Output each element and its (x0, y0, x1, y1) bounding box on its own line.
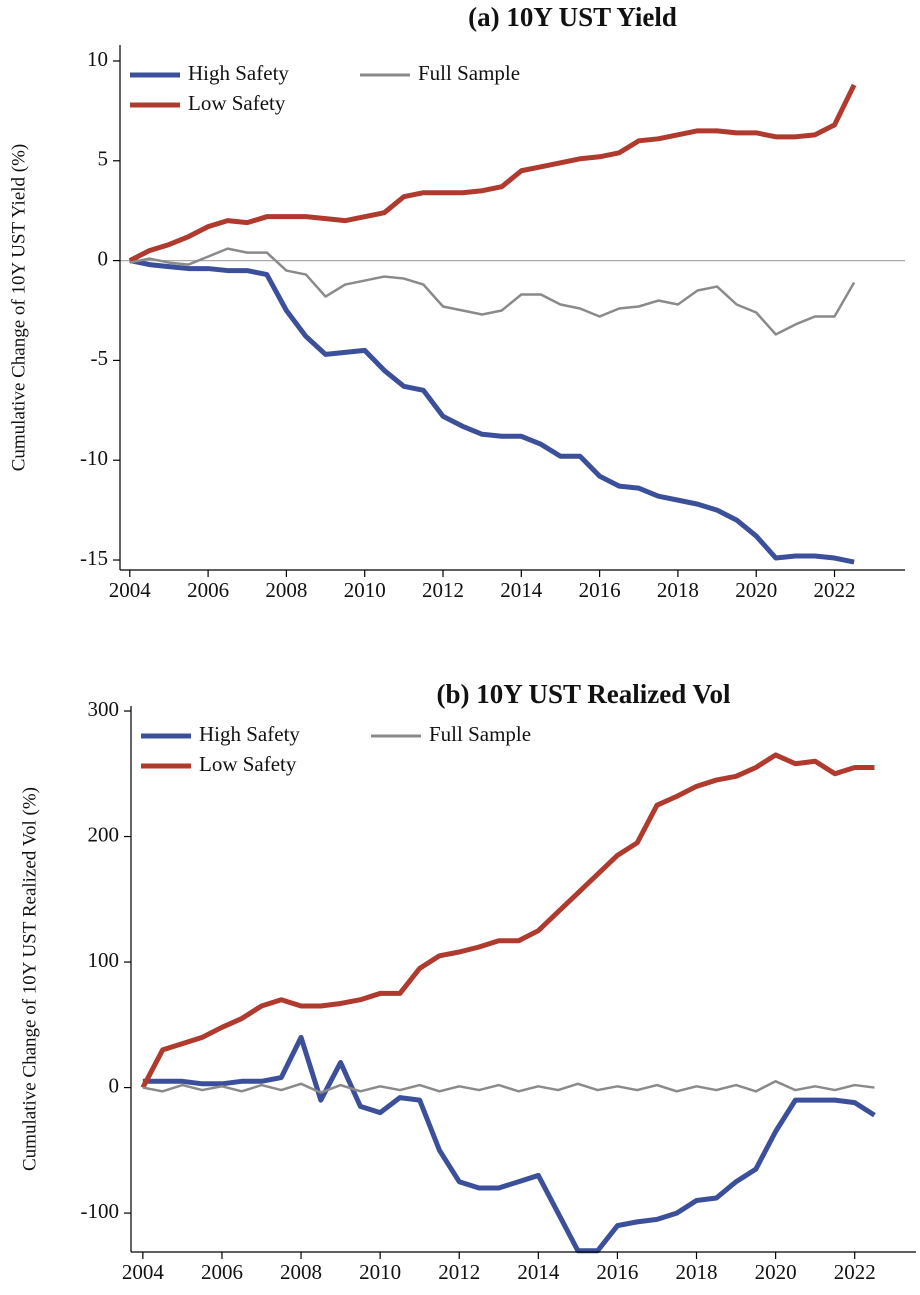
series-line (129, 258, 855, 565)
y-tick-label: -100 (81, 1199, 120, 1223)
series-line (129, 247, 856, 336)
legend-label: High Safety (199, 722, 300, 746)
y-tick-label: -15 (80, 546, 108, 570)
y-tick-label: 100 (88, 948, 120, 972)
y-tick-label: 200 (88, 822, 120, 846)
chart-title: (b) 10Y UST Realized Vol (436, 679, 731, 709)
y-tick-label: -5 (91, 346, 109, 370)
x-tick-label: 2020 (755, 1260, 797, 1284)
x-tick-label: 2006 (201, 1260, 243, 1284)
x-tick-label: 2004 (109, 578, 152, 602)
y-axis-label: Cumulative Change of 10Y UST Yield (%) (8, 144, 29, 472)
x-tick-label: 2008 (265, 578, 307, 602)
x-tick-label: 2022 (834, 1260, 876, 1284)
chart-title: (a) 10Y UST Yield (468, 2, 677, 32)
x-tick-label: 2010 (359, 1260, 401, 1284)
x-tick-label: 2016 (579, 578, 621, 602)
y-tick-label: 0 (98, 246, 109, 270)
y-tick-label: -10 (80, 446, 108, 470)
series-line (142, 1080, 875, 1094)
x-tick-label: 2012 (438, 1260, 480, 1284)
x-tick-label: 2004 (122, 1260, 165, 1284)
series-line (128, 83, 857, 263)
y-axis-label: Cumulative Change of 10Y UST Realized Vo… (19, 787, 40, 1171)
x-tick-label: 2018 (657, 578, 699, 602)
x-tick-label: 2014 (517, 1260, 560, 1284)
x-tick-label: 2010 (344, 578, 386, 602)
x-tick-label: 2022 (814, 578, 856, 602)
x-tick-label: 2008 (280, 1260, 322, 1284)
x-tick-label: 2012 (422, 578, 464, 602)
legend-label: Low Safety (188, 91, 286, 115)
x-tick-label: 2014 (500, 578, 543, 602)
x-tick-label: 2016 (596, 1260, 638, 1284)
x-tick-label: 2018 (676, 1260, 718, 1284)
y-tick-label: 10 (87, 47, 108, 71)
series-line (140, 752, 875, 1089)
x-tick-label: 2020 (735, 578, 777, 602)
legend-label: Full Sample (429, 722, 531, 746)
legend-label: Full Sample (418, 61, 520, 85)
legend-label: High Safety (188, 61, 289, 85)
y-tick-label: 300 (88, 697, 120, 721)
legend-label: Low Safety (199, 752, 297, 776)
y-tick-label: 5 (98, 147, 109, 171)
x-tick-label: 2006 (187, 578, 229, 602)
y-tick-label: 0 (109, 1073, 120, 1097)
series-line (142, 1034, 876, 1254)
